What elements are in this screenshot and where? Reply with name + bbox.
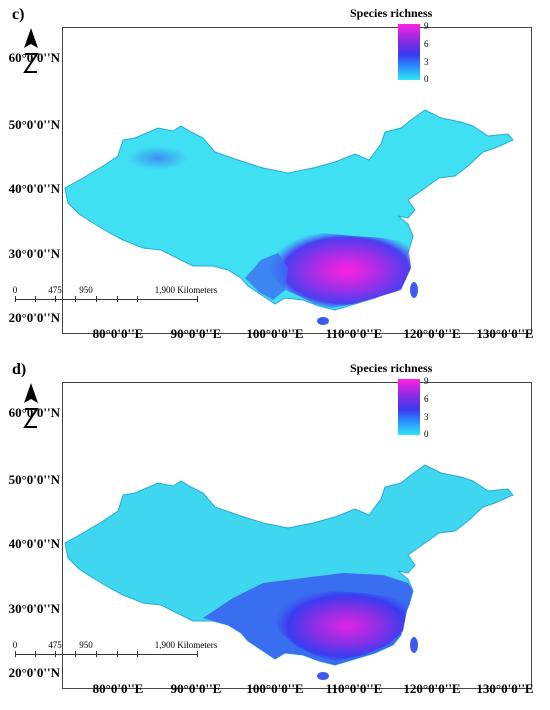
lon-label: 110°0'0''E <box>325 326 383 341</box>
north-arrow-icon <box>20 26 42 74</box>
legend-tick: 3 <box>424 57 429 67</box>
lon-label: 100°0'0''E <box>246 326 304 341</box>
hainan-island <box>317 317 329 325</box>
hainan-island <box>317 672 329 680</box>
scale-label: 1,900 Kilometers <box>154 640 218 650</box>
mid-richness-zone <box>245 253 288 300</box>
scale-tick <box>75 296 76 302</box>
scale-label: 0 <box>12 640 18 650</box>
scale-tick <box>15 296 16 302</box>
legend-colorbar <box>398 379 420 435</box>
scale-tick <box>96 651 97 657</box>
scale-bar: 0 475 950 1,900 Kilometers <box>10 285 217 307</box>
high-richness-zone <box>268 233 411 308</box>
legend-tick: 9 <box>424 21 429 31</box>
scale-tick <box>35 296 36 302</box>
taiwan-island <box>410 282 418 298</box>
scale-tick <box>35 651 36 657</box>
scale-label: 1,900 Kilometers <box>154 285 218 295</box>
legend-tick: 3 <box>424 412 429 422</box>
scale-label: 475 <box>48 640 62 650</box>
north-arrow-icon <box>20 381 42 429</box>
china-map <box>64 464 514 680</box>
scale-tick <box>197 651 198 657</box>
lat-label: 20°0'0''N <box>8 665 60 680</box>
legend-title: Species richness <box>350 6 433 20</box>
scale-tick <box>15 651 16 657</box>
legend-tick: 0 <box>424 429 429 439</box>
legend-tick: 6 <box>424 394 429 404</box>
legend-title: Species richness <box>350 361 433 375</box>
scale-tick <box>117 296 118 302</box>
scale-tick <box>117 651 118 657</box>
lon-label: 110°0'0''E <box>325 681 383 696</box>
map-panel-d: d) Species richness 9 6 3 0 0 475 950 1,… <box>0 355 550 710</box>
scale-label: 950 <box>79 640 93 650</box>
scale-bar: 0 475 950 1,900 Kilometers <box>10 640 217 662</box>
legend-tick: 6 <box>424 39 429 49</box>
scale-label: 0 <box>12 285 18 295</box>
scale-tick <box>75 651 76 657</box>
lat-label: 50°0'0''N <box>8 117 60 132</box>
scale-tick <box>96 296 97 302</box>
legend: Species richness 9 6 3 0 <box>350 361 468 441</box>
scale-tick <box>197 296 198 302</box>
lat-label: 50°0'0''N <box>8 472 60 487</box>
high-richness-zone <box>273 591 408 661</box>
scale-line <box>15 654 197 655</box>
lat-label: 30°0'0''N <box>8 601 60 616</box>
map-frame <box>62 382 532 689</box>
scale-tick <box>137 296 138 302</box>
legend-tick: 9 <box>424 376 429 386</box>
scale-tick <box>137 651 138 657</box>
map-panel-c: c) Species richness 9 6 3 0 0 475 950 1,… <box>8 6 534 341</box>
legend-tick: 0 <box>424 74 429 84</box>
lon-label: 90°0'0''E <box>170 681 222 696</box>
scale-tick <box>55 651 56 657</box>
lat-label: 40°0'0''N <box>8 536 60 551</box>
china-map <box>64 109 514 325</box>
lon-label: 80°0'0''E <box>92 326 144 341</box>
lat-label: 60°0'0''N <box>8 50 60 65</box>
northeast-zone <box>128 146 188 170</box>
lat-label: 60°0'0''N <box>8 405 60 420</box>
lon-label: 100°0'0''E <box>246 681 304 696</box>
lat-label: 20°0'0''N <box>8 310 60 325</box>
map-frame <box>62 27 532 334</box>
scale-tick <box>55 296 56 302</box>
lat-label: 30°0'0''N <box>8 246 60 261</box>
scale-label: 950 <box>79 285 93 295</box>
lon-label: 130°0'0''E <box>476 681 534 696</box>
legend-colorbar <box>398 24 420 80</box>
lon-label: 80°0'0''E <box>92 681 144 696</box>
panel-label: c) <box>12 6 25 23</box>
lat-label: 40°0'0''N <box>8 181 60 196</box>
scale-label: 475 <box>48 285 62 295</box>
panel-label: d) <box>12 361 27 378</box>
taiwan-island <box>410 637 418 653</box>
lon-label: 120°0'0''E <box>403 681 461 696</box>
lon-label: 90°0'0''E <box>170 326 222 341</box>
scale-line <box>15 299 197 300</box>
lon-label: 120°0'0''E <box>403 326 461 341</box>
lon-label: 130°0'0''E <box>476 326 534 341</box>
legend: Species richness 9 6 3 0 <box>350 6 468 86</box>
